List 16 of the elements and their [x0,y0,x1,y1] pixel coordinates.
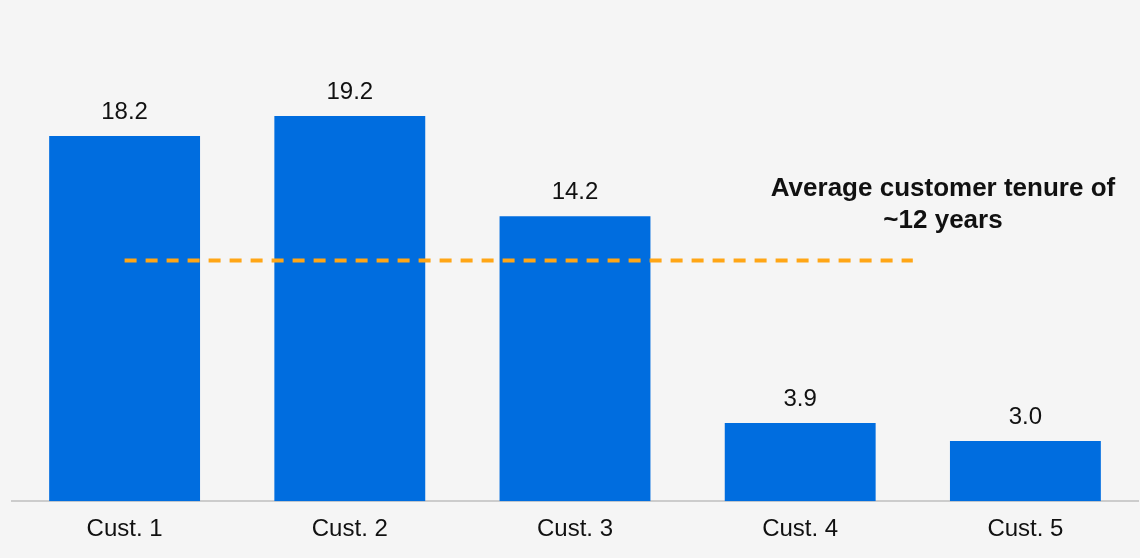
bar [274,116,426,502]
bar [499,216,651,502]
data-label: 19.2 [326,76,374,104]
ref-line-label: Average customer tenure of ~12 years [770,172,1116,235]
bar [949,441,1101,502]
data-label: 3.9 [783,383,817,411]
x-tick-label: Cust. 4 [762,514,839,542]
bar [724,422,876,502]
data-label: 18.2 [101,96,148,124]
data-label: 14.2 [551,176,599,204]
x-tick-label: Cust. 3 [536,514,614,542]
data-label: 3.0 [1008,401,1043,429]
x-tick-label: Cust. 5 [987,514,1064,542]
bar [49,136,201,502]
x-tick-label: Cust. 1 [86,514,163,542]
x-tick-label: Cust. 2 [311,514,388,542]
